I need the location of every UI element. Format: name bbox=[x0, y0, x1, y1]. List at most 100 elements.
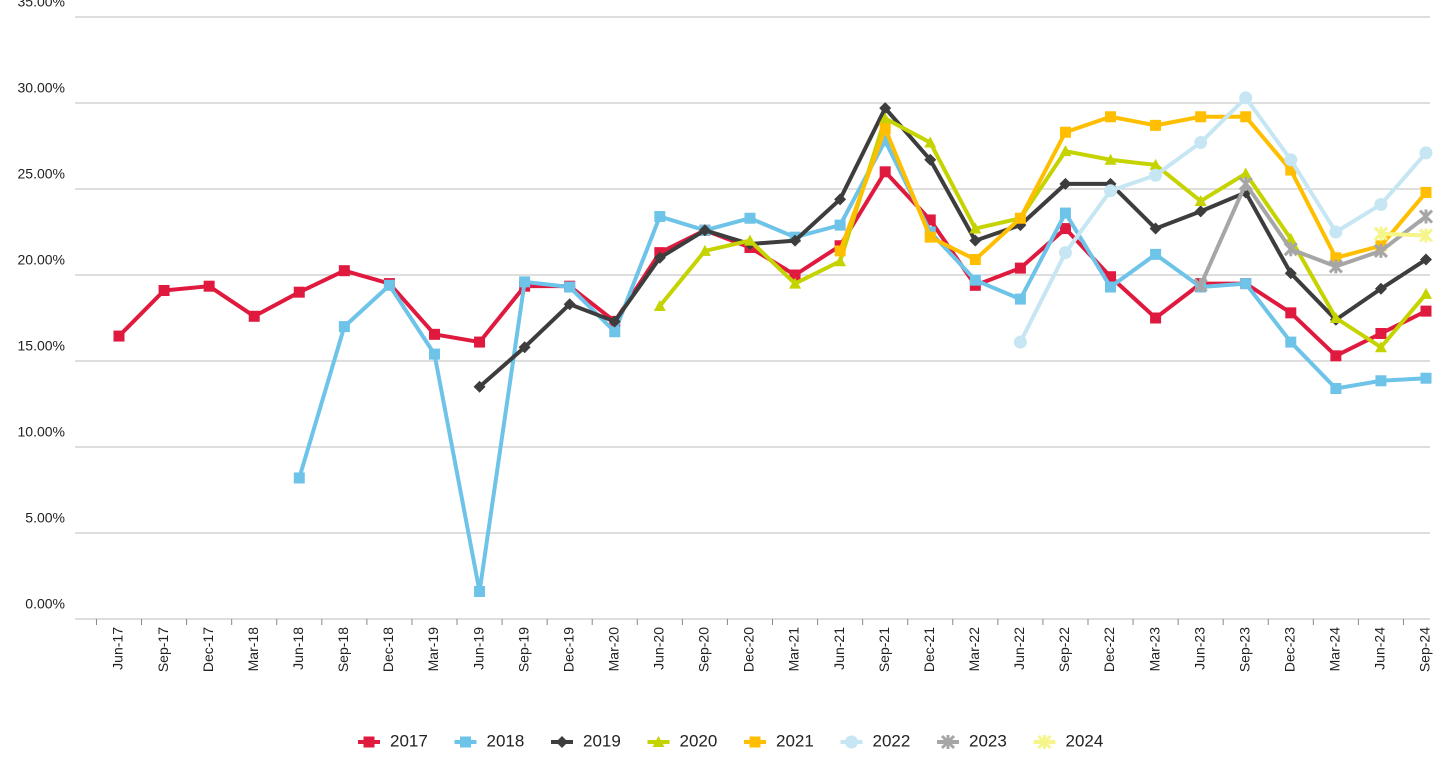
marker bbox=[1285, 307, 1297, 319]
x-tick-label: Sep-22 bbox=[1056, 627, 1072, 672]
marker bbox=[1420, 372, 1432, 384]
legend-marker bbox=[363, 736, 375, 748]
marker bbox=[834, 245, 846, 257]
marker bbox=[1059, 177, 1072, 190]
marker bbox=[924, 231, 936, 243]
marker bbox=[203, 280, 215, 292]
marker bbox=[834, 219, 846, 231]
marker bbox=[654, 211, 666, 223]
marker bbox=[1375, 375, 1387, 387]
marker bbox=[1284, 267, 1297, 280]
marker bbox=[879, 135, 891, 147]
marker bbox=[428, 328, 440, 340]
marker bbox=[1419, 146, 1433, 160]
marker bbox=[293, 286, 305, 298]
marker bbox=[1105, 281, 1117, 293]
marker bbox=[969, 274, 981, 286]
marker bbox=[1374, 282, 1387, 295]
series-line bbox=[658, 116, 1428, 350]
legend-label: 2021 bbox=[776, 731, 814, 750]
marker bbox=[1375, 327, 1387, 339]
marker bbox=[609, 326, 621, 338]
x-tick-label: Dec-23 bbox=[1281, 627, 1297, 672]
marker bbox=[1149, 222, 1162, 235]
marker bbox=[1285, 164, 1297, 176]
marker bbox=[564, 281, 576, 293]
y-tick-label: 35.00% bbox=[18, 0, 65, 10]
x-tick-label: Jun-18 bbox=[290, 627, 306, 670]
y-tick-label: 25.00% bbox=[18, 166, 65, 182]
y-tick-label: 0.00% bbox=[25, 596, 65, 612]
x-tick-label: Sep-20 bbox=[696, 627, 712, 672]
marker bbox=[1239, 91, 1253, 105]
marker bbox=[1194, 205, 1207, 218]
marker bbox=[653, 251, 666, 264]
x-tick-label: Mar-20 bbox=[605, 627, 621, 672]
marker bbox=[924, 214, 936, 226]
marker bbox=[834, 193, 847, 206]
marker bbox=[969, 254, 981, 266]
marker bbox=[744, 212, 756, 224]
x-tick-label: Mar-24 bbox=[1327, 627, 1343, 672]
legend-label: 2023 bbox=[969, 731, 1007, 750]
marker bbox=[1104, 184, 1118, 198]
marker bbox=[1238, 176, 1253, 191]
legend-marker bbox=[845, 735, 858, 749]
marker bbox=[698, 224, 711, 237]
marker bbox=[1420, 287, 1432, 299]
marker bbox=[743, 234, 756, 246]
marker bbox=[1373, 243, 1388, 258]
legend-label: 2022 bbox=[873, 731, 911, 750]
marker bbox=[834, 255, 847, 267]
y-tick-label: 5.00% bbox=[25, 510, 65, 526]
marker bbox=[1150, 248, 1162, 260]
x-tick-label: Mar-21 bbox=[786, 627, 802, 672]
marker bbox=[293, 472, 305, 484]
marker bbox=[1105, 271, 1117, 283]
legend-marker bbox=[1037, 734, 1052, 750]
x-tick-label: Mar-19 bbox=[425, 627, 441, 672]
x-tick-label: Jun-19 bbox=[470, 627, 486, 670]
marker bbox=[1013, 335, 1027, 349]
marker bbox=[1329, 225, 1343, 239]
marker bbox=[1193, 278, 1208, 293]
series-line bbox=[297, 138, 1427, 594]
legend-label: 2018 bbox=[487, 731, 525, 750]
marker bbox=[113, 330, 125, 342]
marker bbox=[474, 336, 486, 348]
marker bbox=[1105, 111, 1117, 123]
marker bbox=[1330, 252, 1342, 264]
x-tick-label: Dec-21 bbox=[921, 627, 937, 672]
x-tick-label: Mar-18 bbox=[245, 627, 261, 672]
marker bbox=[473, 380, 486, 393]
marker bbox=[1420, 186, 1432, 198]
x-tick-label: Mar-22 bbox=[966, 627, 982, 672]
marker bbox=[1104, 153, 1117, 165]
marker bbox=[1149, 168, 1163, 182]
marker bbox=[338, 321, 350, 333]
marker bbox=[1059, 126, 1071, 138]
marker bbox=[1240, 278, 1252, 290]
x-tick-label: Dec-22 bbox=[1101, 627, 1117, 672]
marker bbox=[1284, 232, 1297, 244]
marker bbox=[789, 277, 802, 289]
marker bbox=[1373, 226, 1388, 241]
marker bbox=[879, 166, 891, 178]
series-line bbox=[1198, 181, 1428, 287]
marker bbox=[1150, 312, 1162, 324]
marker bbox=[1374, 341, 1387, 353]
series-line bbox=[478, 106, 1428, 389]
marker bbox=[1014, 293, 1026, 305]
marker bbox=[608, 315, 621, 328]
marker bbox=[1284, 153, 1298, 167]
marker bbox=[1328, 259, 1343, 274]
marker bbox=[519, 276, 531, 288]
x-tick-label: Sep-23 bbox=[1236, 627, 1252, 672]
marker bbox=[563, 298, 576, 311]
legend-marker bbox=[556, 736, 568, 748]
x-tick-label: Mar-23 bbox=[1146, 627, 1162, 672]
marker bbox=[1194, 195, 1207, 207]
x-tick-label: Jun-24 bbox=[1372, 627, 1388, 670]
marker bbox=[1059, 223, 1071, 235]
x-tick-label: Dec-18 bbox=[380, 627, 396, 672]
